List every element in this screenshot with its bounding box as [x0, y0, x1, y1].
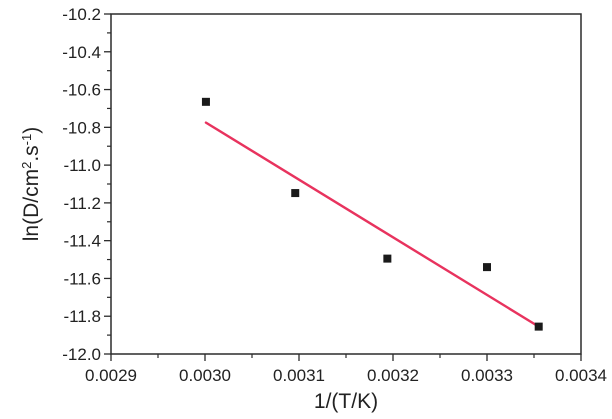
data-point: [201, 97, 210, 106]
y-tick-label: -10.8: [62, 118, 101, 137]
y-tick-label: -12.0: [62, 345, 101, 364]
y-tick-label: -11.6: [64, 269, 102, 288]
plot-frame: [110, 13, 582, 355]
y-axis-title-sup1: 2: [19, 162, 34, 169]
data-point: [483, 263, 491, 272]
y-tick-label: -10.6: [62, 81, 101, 100]
axis-ticks: [104, 13, 582, 361]
y-axis-title: ln(D/cm2.s-1): [19, 127, 44, 241]
y-axis-title-sup2: -1: [19, 134, 34, 146]
y-tick-label: -10.4: [62, 43, 101, 62]
y-tick-label: -10.2: [62, 5, 101, 24]
linear-fit-line: [204, 121, 540, 328]
data-point: [383, 254, 392, 263]
data-point: [291, 189, 300, 198]
x-tick-label: 0.0029: [85, 366, 137, 385]
fit-line-layer: [204, 121, 540, 328]
y-axis-title-mid: .s: [20, 145, 43, 161]
x-axis-title: 1/(T/K): [314, 390, 378, 413]
y-tick-label: -11.2: [64, 194, 102, 213]
y-tick-label: -11.8: [64, 307, 102, 326]
y-axis-title-end: ): [20, 127, 43, 134]
y-tick-label: -11.0: [64, 156, 102, 175]
x-tick-label: 0.0030: [179, 366, 231, 385]
x-tick-label: 0.0033: [461, 366, 513, 385]
x-tick-labels: 0.0029 0.0030 0.0031 0.0032 0.0033 0.0034: [85, 366, 607, 385]
y-tick-label: -11.4: [64, 232, 102, 251]
x-tick-label: 0.0034: [555, 366, 607, 385]
x-tick-label: 0.0031: [273, 366, 325, 385]
data-point: [534, 322, 543, 331]
x-tick-label: 0.0032: [367, 366, 419, 385]
y-axis-title-base: ln(D/cm: [20, 169, 43, 241]
y-tick-labels: -10.2 -10.4 -10.6 -10.8 -11.0 -11.2 -11.4 -11.6…: [62, 5, 101, 364]
data-points-layer: [201, 97, 543, 331]
